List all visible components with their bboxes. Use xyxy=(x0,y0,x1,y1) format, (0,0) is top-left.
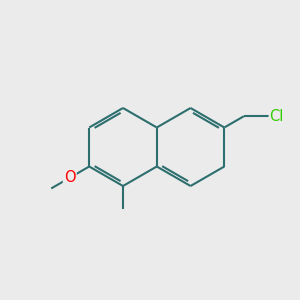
Text: O: O xyxy=(64,170,76,185)
Text: Cl: Cl xyxy=(269,109,284,124)
